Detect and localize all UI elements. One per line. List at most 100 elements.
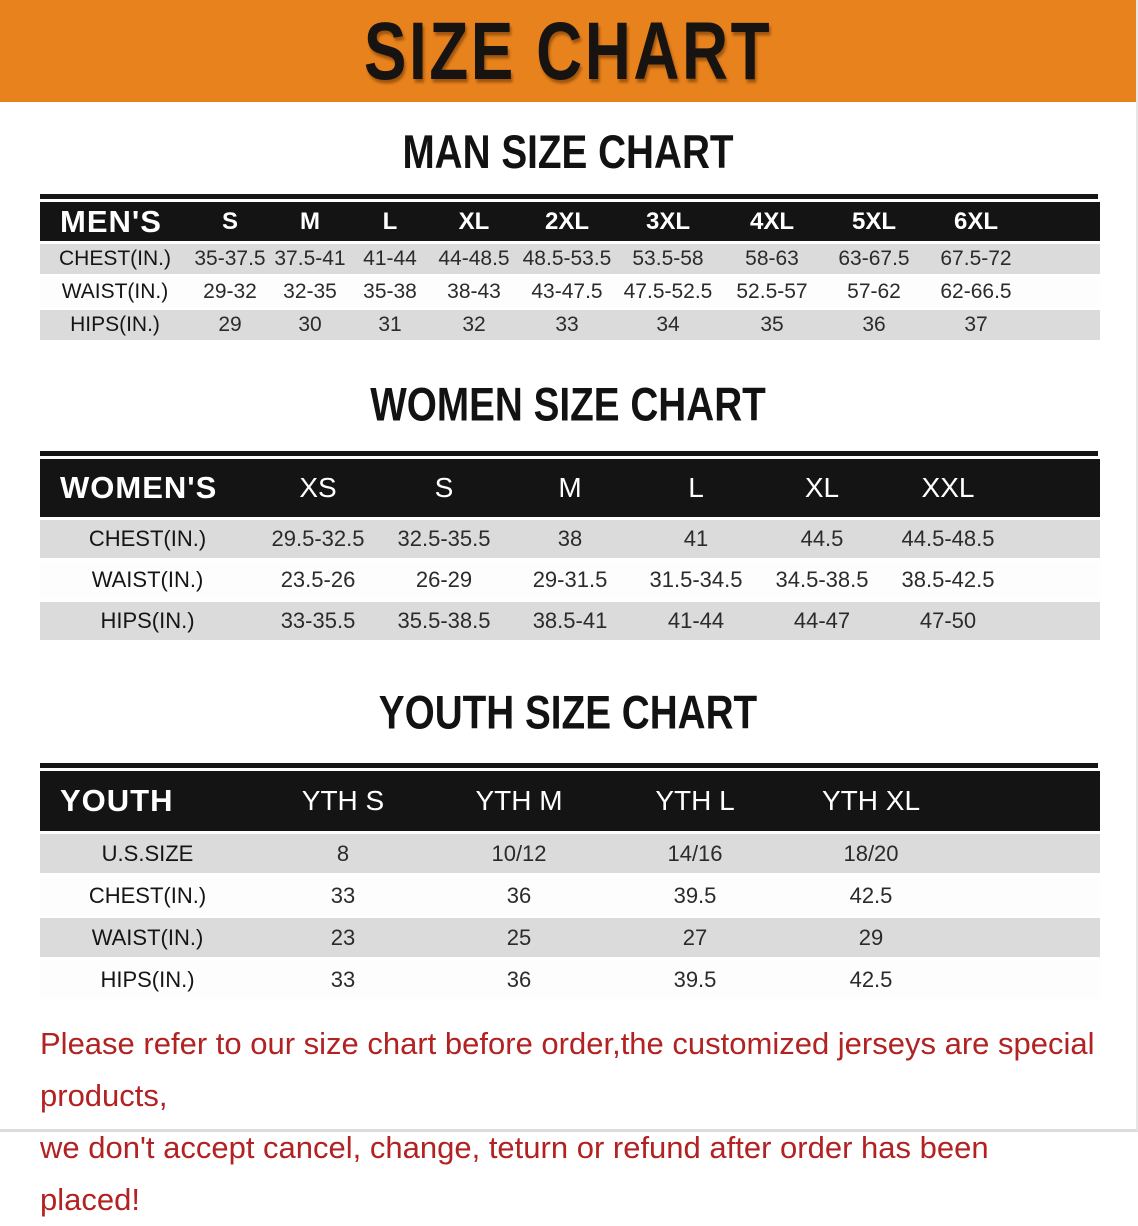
size-value: 35.5-38.5 bbox=[397, 608, 491, 633]
youth-header-row: YOUTH YTH S YTH M YTH L YTH XL bbox=[40, 771, 1100, 831]
table-row: WAIST(IN.) 23.5-26 26-29 29-31.5 31.5-34… bbox=[40, 561, 1100, 599]
youth-size-table-wrap: YOUTH YTH S YTH M YTH L YTH XL U.S.SIZE … bbox=[40, 763, 1100, 1002]
women-size-table: WOMEN'S XS S M L XL XXL CHEST(IN.) 29.5-… bbox=[40, 456, 1100, 643]
title-banner: SIZE CHART bbox=[0, 0, 1136, 102]
size-value: 62-66.5 bbox=[940, 280, 1012, 303]
size-value: 36 bbox=[506, 966, 532, 992]
size-col-header: XL bbox=[759, 459, 885, 517]
size-value: 38 bbox=[557, 526, 583, 551]
women-table-label: WOMEN'S bbox=[40, 459, 255, 517]
size-col-header: XS bbox=[255, 459, 381, 517]
size-value: 38.5-42.5 bbox=[901, 567, 995, 592]
spacer-cell bbox=[959, 918, 1100, 957]
table-row: HIPS(IN.) 33 36 39.5 42.5 bbox=[40, 960, 1100, 999]
size-col-header: 3XL bbox=[616, 202, 720, 241]
table-row: WAIST(IN.) 23 25 27 29 bbox=[40, 918, 1100, 957]
size-value: 23.5-26 bbox=[280, 567, 356, 592]
size-value: 26-29 bbox=[415, 567, 473, 592]
size-value: 35-38 bbox=[363, 280, 417, 303]
size-value: 34.5-38.5 bbox=[775, 567, 869, 592]
size-col-header: XXL bbox=[885, 459, 1011, 517]
page-title: SIZE CHART bbox=[363, 5, 773, 97]
men-table-label: MEN'S bbox=[40, 202, 190, 241]
size-col-header: 6XL bbox=[924, 202, 1028, 241]
spacer-cell bbox=[959, 834, 1100, 873]
size-value: 32.5-35.5 bbox=[397, 526, 491, 551]
women-size-table-wrap: WOMEN'S XS S M L XL XXL CHEST(IN.) 29.5-… bbox=[40, 451, 1100, 643]
size-value: 47-50 bbox=[919, 608, 977, 633]
size-value: 37.5-41 bbox=[274, 247, 346, 270]
size-value: 32 bbox=[462, 313, 486, 336]
youth-section-heading: YOUTH SIZE CHART bbox=[378, 685, 758, 740]
measure-label: CHEST(IN.) bbox=[88, 882, 207, 908]
table-row: CHEST(IN.) 33 36 39.5 42.5 bbox=[40, 876, 1100, 915]
size-value: 67.5-72 bbox=[940, 247, 1012, 270]
size-value: 29.5-32.5 bbox=[271, 526, 365, 551]
size-col-header: YTH S bbox=[255, 771, 431, 831]
size-value: 41 bbox=[683, 526, 709, 551]
measure-label: CHEST(IN.) bbox=[88, 526, 207, 551]
size-value: 42.5 bbox=[849, 882, 893, 908]
size-value: 39.5 bbox=[673, 966, 717, 992]
size-value: 35 bbox=[760, 313, 784, 336]
spacer-cell bbox=[1011, 459, 1100, 517]
measure-label: WAIST(IN.) bbox=[91, 924, 204, 950]
size-value: 44.5 bbox=[800, 526, 844, 551]
size-col-header: YTH M bbox=[431, 771, 607, 831]
size-value: 36 bbox=[862, 313, 886, 336]
size-value: 34 bbox=[656, 313, 680, 336]
measure-label: U.S.SIZE bbox=[101, 840, 194, 866]
size-col-header: S bbox=[381, 459, 507, 517]
size-value: 38.5-41 bbox=[532, 608, 608, 633]
size-value: 35-37.5 bbox=[194, 247, 266, 270]
size-value: 29-31.5 bbox=[532, 567, 608, 592]
table-row: U.S.SIZE 8 10/12 14/16 18/20 bbox=[40, 834, 1100, 873]
measure-label: WAIST(IN.) bbox=[91, 567, 204, 592]
disclaimer-line-1: Please refer to our size chart before or… bbox=[40, 1026, 1095, 1113]
women-header-row: WOMEN'S XS S M L XL XXL bbox=[40, 459, 1100, 517]
size-col-header: L bbox=[350, 202, 430, 241]
size-value: 8 bbox=[336, 840, 350, 866]
size-col-header: M bbox=[270, 202, 350, 241]
size-value: 33 bbox=[330, 882, 356, 908]
spacer-cell bbox=[1028, 310, 1100, 340]
size-value: 44-48.5 bbox=[438, 247, 510, 270]
youth-table-label: YOUTH bbox=[40, 771, 255, 831]
size-col-header: 4XL bbox=[720, 202, 824, 241]
spacer-cell bbox=[959, 960, 1100, 999]
size-value: 37 bbox=[964, 313, 988, 336]
spacer-cell bbox=[1011, 520, 1100, 558]
size-value: 47.5-52.5 bbox=[623, 280, 713, 303]
measure-label: WAIST(IN.) bbox=[61, 280, 169, 303]
size-value: 18/20 bbox=[843, 840, 899, 866]
measure-label: HIPS(IN.) bbox=[100, 608, 195, 633]
size-value: 39.5 bbox=[673, 882, 717, 908]
size-value: 53.5-58 bbox=[632, 247, 704, 270]
size-value: 33 bbox=[330, 966, 356, 992]
size-value: 29 bbox=[858, 924, 884, 950]
size-col-header: M bbox=[507, 459, 633, 517]
size-value: 36 bbox=[506, 882, 532, 908]
measure-label: HIPS(IN.) bbox=[100, 966, 195, 992]
size-value: 63-67.5 bbox=[838, 247, 910, 270]
size-value: 38-43 bbox=[447, 280, 501, 303]
size-value: 10/12 bbox=[491, 840, 547, 866]
spacer-cell bbox=[959, 876, 1100, 915]
size-value: 14/16 bbox=[667, 840, 723, 866]
size-value: 27 bbox=[682, 924, 708, 950]
spacer-cell bbox=[1011, 561, 1100, 599]
spacer-cell bbox=[1028, 277, 1100, 307]
size-col-header: XL bbox=[430, 202, 518, 241]
size-value: 23 bbox=[330, 924, 356, 950]
spacer-cell bbox=[959, 771, 1100, 831]
size-col-header: YTH L bbox=[607, 771, 783, 831]
size-value: 42.5 bbox=[849, 966, 893, 992]
size-value: 30 bbox=[298, 313, 322, 336]
size-value: 31 bbox=[378, 313, 402, 336]
size-value: 41-44 bbox=[363, 247, 417, 270]
size-value: 33-35.5 bbox=[280, 608, 356, 633]
men-header-row: MEN'S S M L XL 2XL 3XL 4XL 5XL 6XL bbox=[40, 202, 1100, 241]
size-value: 25 bbox=[506, 924, 532, 950]
size-col-header: S bbox=[190, 202, 270, 241]
size-value: 58-63 bbox=[745, 247, 799, 270]
